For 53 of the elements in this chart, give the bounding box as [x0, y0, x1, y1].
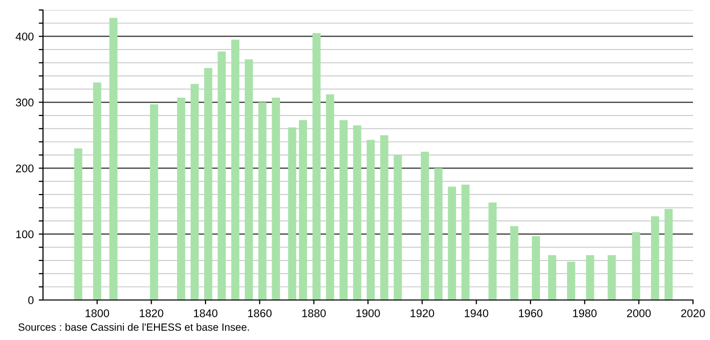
y-tick-label: 0: [28, 296, 34, 304]
bar: [288, 127, 296, 300]
bar: [326, 94, 334, 300]
bar: [150, 104, 158, 300]
bar: [380, 135, 388, 300]
bar: [272, 98, 280, 300]
bar: [461, 184, 470, 300]
bar: [532, 236, 540, 300]
x-tick-label: 1880: [302, 309, 326, 318]
bar: [258, 102, 266, 300]
bar: [366, 140, 375, 300]
bar: [231, 40, 240, 300]
x-tick-label: 1960: [518, 309, 542, 318]
bar: [93, 82, 102, 300]
x-tick-label: 1920: [410, 309, 434, 318]
bar: [664, 209, 673, 300]
bar: [244, 59, 253, 300]
bar: [204, 68, 212, 300]
bar: [651, 216, 660, 300]
bar: [340, 120, 348, 300]
x-tick-label: 2000: [627, 309, 651, 318]
x-tick-label: 1840: [194, 309, 218, 318]
bar: [448, 186, 456, 300]
bar: [420, 152, 429, 300]
bar: [510, 226, 518, 300]
x-tick-label: 1900: [356, 309, 380, 318]
y-tick-label: 200: [16, 164, 34, 172]
bar: [567, 262, 576, 300]
x-tick-label: 2020: [681, 309, 705, 318]
bar: [74, 148, 82, 300]
bar: [608, 255, 616, 300]
bar: [298, 120, 308, 300]
bar: [632, 232, 640, 300]
bar: [394, 155, 402, 300]
y-tick-label: 100: [16, 230, 34, 238]
bar: [488, 202, 497, 300]
y-tick-label: 300: [16, 98, 34, 106]
x-tick-label: 1800: [86, 309, 110, 318]
bar: [190, 84, 199, 300]
x-tick-label: 1820: [140, 309, 164, 318]
bar: [353, 125, 362, 300]
bar: [434, 168, 442, 300]
x-tick-label: 1940: [464, 309, 488, 318]
y-tick-label: 400: [16, 32, 34, 40]
bar: [177, 98, 186, 300]
bar: [312, 33, 321, 300]
x-tick-label: 1860: [248, 309, 272, 318]
bar: [218, 52, 226, 300]
x-tick-label: 1980: [573, 309, 597, 318]
bar: [109, 18, 118, 300]
bar: [548, 255, 556, 300]
source-note: Sources : base Cassini de l'EHESS et base Insee.: [18, 323, 249, 331]
bar: [586, 255, 594, 300]
